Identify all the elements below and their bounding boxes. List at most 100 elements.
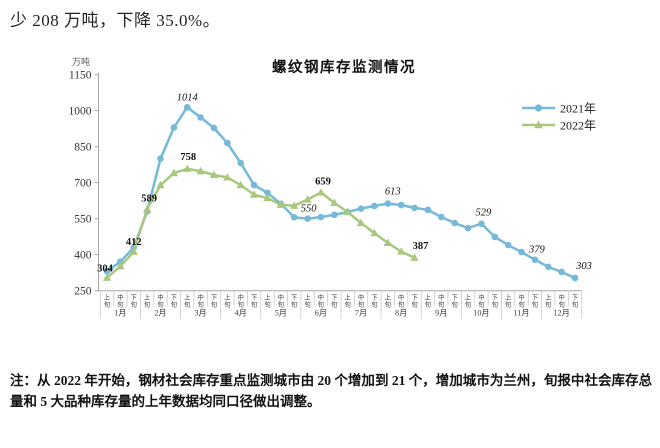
x-axis-period-label: 上旬	[104, 293, 110, 309]
x-axis-period-label: 中旬	[438, 293, 444, 309]
legend-item-2021年: 2021年	[522, 102, 596, 116]
y-axis-tick-label: 700	[74, 178, 92, 190]
footnote: 注：从 2022 年开始，钢材社会库存重点监测城市由 20 个增加到 21 个，…	[10, 371, 652, 413]
data-label-2021年: 529	[476, 208, 493, 219]
data-point-2022年	[396, 247, 406, 255]
data-label-2022年: 758	[180, 152, 196, 163]
x-axis-month-label: 11月	[513, 309, 529, 318]
data-point-2022年	[223, 173, 232, 181]
legend-marker-2022年	[534, 120, 543, 129]
data-point-2021年	[264, 189, 271, 197]
x-axis-period-label: 下旬	[251, 294, 257, 309]
data-point-2021年	[250, 181, 258, 189]
data-point-2022年	[129, 247, 138, 255]
data-point-2021年	[478, 220, 485, 228]
footnote-text: 从 2022 年开始，钢材社会库存重点监测城市由 20 个增加到 21 个，增加…	[10, 373, 653, 409]
y-axis-tick-label: 550	[74, 214, 92, 226]
x-axis-period-label: 下旬	[291, 294, 297, 309]
data-point-2022年	[236, 180, 245, 189]
y-axis-tick-label: 250	[74, 286, 92, 298]
data-label-2022年: 387	[413, 241, 429, 252]
data-point-2021年	[424, 206, 432, 214]
data-point-2022年	[102, 273, 112, 281]
x-axis-period-label: 中旬	[558, 293, 564, 309]
chart-title: 螺纹钢库存监测情况	[272, 60, 416, 76]
x-axis-period-label: 上旬	[345, 293, 351, 309]
x-axis-period-label: 中旬	[518, 293, 524, 309]
data-point-2022年	[303, 195, 312, 203]
data-point-2021年	[571, 274, 579, 282]
data-point-2021年	[331, 211, 338, 219]
data-point-2021年	[371, 202, 378, 210]
data-point-2021年	[491, 233, 499, 241]
data-point-2021年	[183, 104, 191, 111]
data-point-2022年	[142, 205, 152, 213]
data-point-2021年	[451, 219, 458, 227]
x-axis-period-label: 下旬	[171, 294, 177, 309]
y-axis-tick-label: 1000	[69, 106, 92, 118]
data-point-2021年	[197, 114, 204, 121]
x-axis-period-label: 下旬	[492, 294, 498, 309]
data-point-2021年	[544, 263, 552, 271]
x-axis-period-label: 上旬	[425, 293, 431, 309]
data-point-2021年	[290, 213, 298, 221]
x-axis-period-label: 下旬	[532, 294, 538, 309]
data-point-2021年	[504, 241, 512, 249]
x-axis-period-label: 上旬	[224, 293, 230, 309]
data-point-2022年	[330, 198, 339, 206]
data-point-2021年	[411, 204, 418, 212]
x-axis-period-label: 上旬	[545, 293, 551, 309]
y-axis-tick-label: 1150	[69, 70, 92, 82]
x-axis-period-label: 中旬	[157, 293, 163, 309]
chart-canvas: 11501000850700550400250上旬中旬下旬上旬中旬下旬上旬中旬下…	[69, 70, 596, 319]
data-point-2021年	[224, 139, 231, 147]
data-point-2022年	[343, 207, 352, 216]
data-point-2022年	[116, 261, 125, 270]
data-point-2021年	[397, 201, 405, 209]
x-axis-period-label: 上旬	[304, 293, 310, 309]
data-label-2021年: 613	[385, 187, 401, 198]
x-axis-month-label: 12月	[553, 309, 569, 318]
x-axis-period-label: 中旬	[318, 293, 324, 309]
data-point-2021年	[237, 159, 245, 167]
x-axis-period-label: 上旬	[465, 293, 471, 309]
data-point-2021年	[558, 268, 565, 276]
data-label-2022年: 589	[141, 193, 157, 204]
data-point-2021年	[170, 124, 178, 131]
x-axis-month-label: 5月	[275, 309, 287, 318]
data-point-2021年	[464, 224, 472, 232]
data-point-2021年	[103, 267, 111, 275]
data-label-2022年: 659	[315, 177, 331, 188]
legend-label-2022年: 2022年	[560, 119, 596, 133]
data-point-2022年	[183, 164, 192, 172]
x-axis-month-label: 6月	[315, 309, 327, 318]
data-point-2022年	[263, 193, 272, 202]
x-axis-period-label: 中旬	[117, 293, 123, 309]
x-axis-month-label: 2月	[154, 309, 166, 318]
data-label-2022年: 412	[126, 237, 142, 248]
x-axis-period-label: 中旬	[278, 293, 284, 309]
x-axis-period-label: 上旬	[264, 293, 270, 309]
data-point-2022年	[276, 200, 286, 208]
x-axis-month-label: 7月	[355, 309, 367, 318]
x-axis-period-label: 上旬	[505, 293, 511, 309]
data-label-2021年: 1014	[177, 92, 199, 103]
x-axis-period-label: 中旬	[358, 293, 364, 309]
data-point-2021年	[304, 215, 311, 222]
legend-label-2021年: 2021年	[560, 102, 596, 116]
x-axis-month-label: 10月	[473, 309, 489, 318]
data-point-2022年	[156, 180, 165, 189]
intro-text: 少 208 万吨，下降 35.0%。	[10, 11, 221, 30]
data-point-2022年	[196, 166, 205, 175]
data-point-2021年	[531, 256, 539, 264]
x-axis-month-label: 8月	[395, 309, 407, 318]
data-point-2021年	[357, 205, 365, 212]
x-axis-period-label: 下旬	[452, 294, 458, 309]
rebar-inventory-chart: 万吨 螺纹钢库存监测情况 1150 1000 850 700 550 400 250 上旬 中旬…	[0, 46, 660, 346]
data-point-2021年	[518, 248, 525, 256]
x-axis-month-label: 3月	[194, 309, 206, 318]
y-axis-unit-label: 万吨	[72, 57, 91, 67]
x-axis-period-label: 上旬	[385, 293, 391, 309]
data-point-2021年	[157, 155, 164, 162]
